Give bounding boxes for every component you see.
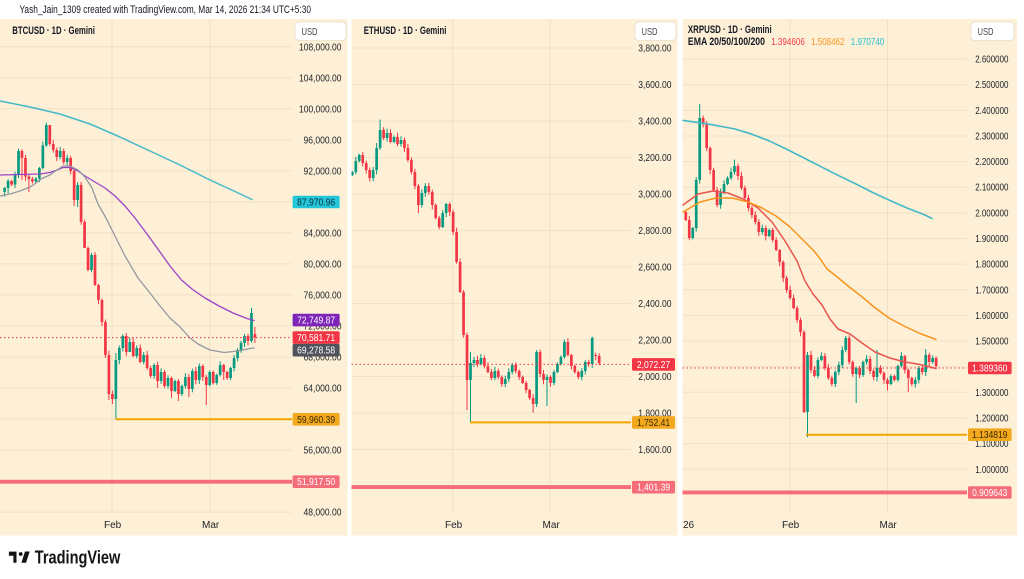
svg-text:1.800000: 1.800000	[975, 260, 1009, 271]
svg-text:26: 26	[683, 520, 695, 531]
svg-text:1.100000: 1.100000	[975, 439, 1009, 450]
svg-text:EMA 20/50/100/200: EMA 20/50/100/200	[688, 36, 765, 48]
svg-text:1,800.00: 1,800.00	[638, 409, 672, 420]
svg-text:1,401.39: 1,401.39	[637, 483, 671, 494]
svg-text:USD: USD	[302, 26, 318, 38]
svg-text:3,600.00: 3,600.00	[638, 80, 672, 91]
svg-text:56,000.00: 56,000.00	[304, 445, 342, 456]
svg-text:Yash_Jain_1309 created with Tr: Yash_Jain_1309 created with TradingView.…	[20, 4, 312, 16]
svg-text:BTCUSD · 1D · Gemini: BTCUSD · 1D · Gemini	[12, 25, 95, 37]
svg-text:48,000.00: 48,000.00	[304, 508, 342, 519]
svg-text:87,970.96: 87,970.96	[297, 198, 335, 209]
svg-text:108,000.00: 108,000.00	[299, 42, 342, 53]
svg-text:1.134819: 1.134819	[972, 430, 1008, 441]
svg-text:1.394606: 1.394606	[771, 36, 805, 48]
svg-text:100,000.00: 100,000.00	[299, 104, 342, 115]
svg-text:2,800.00: 2,800.00	[638, 226, 672, 237]
svg-text:76,000.00: 76,000.00	[304, 290, 342, 301]
svg-text:3,400.00: 3,400.00	[638, 117, 672, 128]
svg-text:2.100000: 2.100000	[975, 183, 1009, 194]
svg-text:68,000.00: 68,000.00	[304, 352, 342, 363]
svg-text:84,000.00: 84,000.00	[304, 228, 342, 239]
svg-text:59,960.39: 59,960.39	[297, 415, 335, 426]
svg-text:2.300000: 2.300000	[975, 132, 1009, 143]
svg-text:1,600.00: 1,600.00	[638, 445, 672, 456]
svg-text:3,200.00: 3,200.00	[638, 153, 672, 164]
svg-text:XRPUSD · 1D · Gemini: XRPUSD · 1D · Gemini	[688, 24, 772, 36]
svg-text:USD: USD	[642, 26, 658, 38]
svg-text:1,752.41: 1,752.41	[637, 418, 671, 429]
svg-text:1.200000: 1.200000	[975, 414, 1009, 425]
svg-text:1.508462: 1.508462	[811, 36, 844, 48]
svg-text:2,200.00: 2,200.00	[638, 336, 672, 347]
svg-text:2.400000: 2.400000	[975, 106, 1009, 117]
svg-text:70,581.71: 70,581.71	[297, 333, 335, 344]
svg-text:1.970740: 1.970740	[851, 36, 885, 48]
svg-text:Feb: Feb	[104, 520, 122, 531]
svg-text:1.600000: 1.600000	[975, 311, 1009, 322]
svg-text:2,400.00: 2,400.00	[638, 299, 672, 310]
svg-text:Mar: Mar	[202, 520, 220, 531]
svg-text:0.909643: 0.909643	[972, 488, 1008, 499]
svg-text:1.500000: 1.500000	[975, 337, 1009, 348]
svg-text:USD: USD	[978, 26, 994, 38]
svg-text:64,000.00: 64,000.00	[304, 383, 342, 394]
svg-text:Feb: Feb	[782, 520, 800, 531]
svg-text:3,800.00: 3,800.00	[638, 44, 672, 55]
svg-text:3,000.00: 3,000.00	[638, 190, 672, 201]
svg-text:2.200000: 2.200000	[975, 157, 1009, 168]
svg-text:1.000000: 1.000000	[975, 465, 1009, 476]
svg-text:Mar: Mar	[543, 520, 561, 531]
svg-text:1.700000: 1.700000	[975, 285, 1009, 296]
svg-text:80,000.00: 80,000.00	[304, 259, 342, 270]
svg-text:1.389360: 1.389360	[972, 364, 1008, 375]
svg-text:72,000.00: 72,000.00	[304, 321, 342, 332]
svg-text:72,749.87: 72,749.87	[297, 316, 335, 327]
svg-text:2,072.27: 2,072.27	[637, 360, 671, 371]
svg-text:104,000.00: 104,000.00	[299, 73, 342, 84]
svg-text:51,917.50: 51,917.50	[297, 477, 335, 488]
svg-text:TradingView: TradingView	[35, 548, 121, 568]
svg-text:69,278.58: 69,278.58	[297, 346, 335, 357]
svg-text:2.500000: 2.500000	[975, 80, 1009, 91]
svg-text:2.000000: 2.000000	[975, 208, 1009, 219]
svg-text:1.300000: 1.300000	[975, 388, 1009, 399]
svg-text:2,600.00: 2,600.00	[638, 263, 672, 274]
svg-text:Mar: Mar	[880, 520, 898, 531]
svg-text:1.900000: 1.900000	[975, 234, 1009, 245]
svg-text:96,000.00: 96,000.00	[304, 135, 342, 146]
svg-text:2.600000: 2.600000	[975, 55, 1009, 66]
svg-text:2,000.00: 2,000.00	[638, 372, 672, 383]
svg-text:Feb: Feb	[445, 520, 463, 531]
svg-text:92,000.00: 92,000.00	[304, 166, 342, 177]
svg-text:ETHUSD · 1D · Gemini: ETHUSD · 1D · Gemini	[364, 25, 447, 37]
